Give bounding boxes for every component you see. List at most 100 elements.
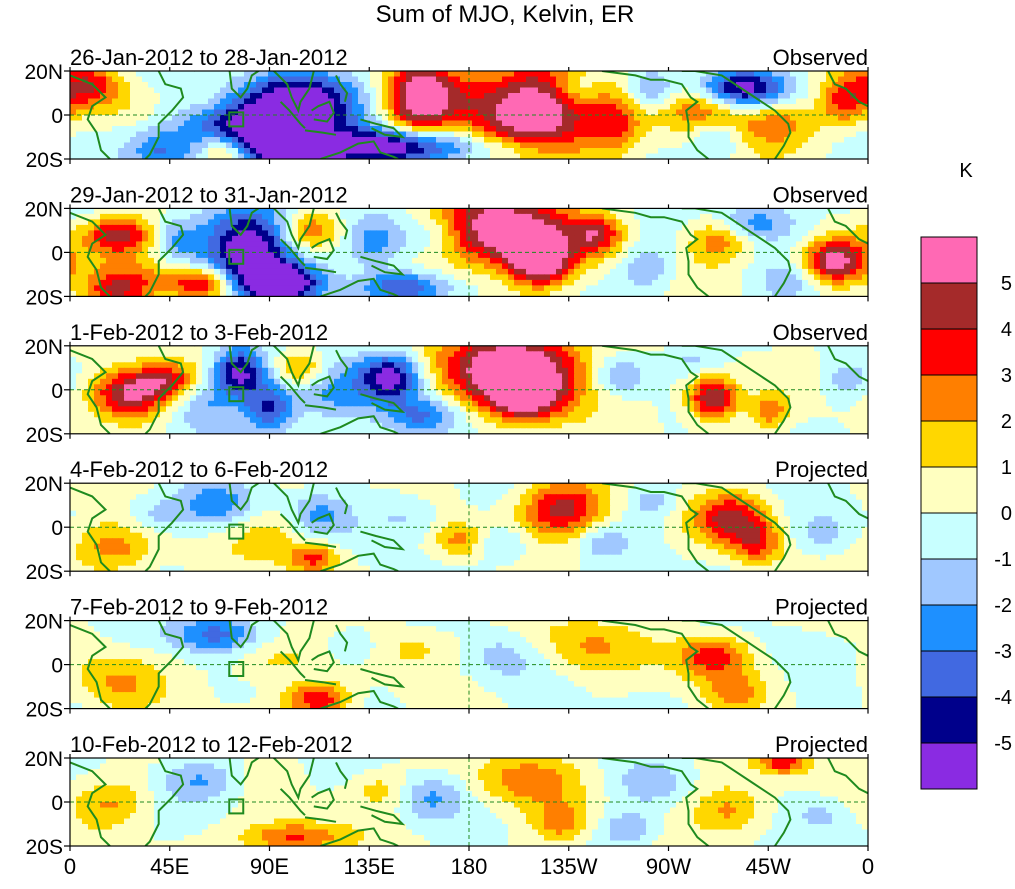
field-cell xyxy=(532,137,539,144)
field-cell xyxy=(88,148,95,155)
field-cell xyxy=(112,104,119,111)
field-cell xyxy=(250,219,257,226)
field-cell xyxy=(682,351,689,358)
field-cell xyxy=(670,76,677,83)
field-cell xyxy=(208,82,215,89)
field-cell xyxy=(280,126,287,133)
field-cell xyxy=(478,367,485,374)
field-cell xyxy=(598,274,605,281)
field-cell xyxy=(580,153,587,159)
field-cell xyxy=(460,131,467,138)
field-cell xyxy=(550,153,557,159)
field-cell xyxy=(340,230,347,237)
field-cell xyxy=(676,246,683,253)
field-cell xyxy=(562,153,569,159)
field-cell xyxy=(268,126,275,133)
field-cell xyxy=(688,246,695,253)
field-cell xyxy=(214,224,221,231)
field-cell xyxy=(208,219,215,226)
field-cell xyxy=(274,76,281,83)
field-cell xyxy=(526,263,533,270)
field-cell xyxy=(82,367,89,374)
field-cell xyxy=(280,208,287,215)
field-cell xyxy=(172,142,179,149)
field-cell xyxy=(274,148,281,155)
field-cell xyxy=(802,126,809,133)
field-cell xyxy=(94,120,101,127)
field-cell xyxy=(304,290,311,297)
field-cell xyxy=(166,367,173,374)
field-cell xyxy=(418,367,425,374)
field-cell xyxy=(664,263,671,270)
field-cell xyxy=(676,153,683,159)
field-cell xyxy=(268,104,275,111)
field-cell xyxy=(634,285,641,292)
field-cell xyxy=(640,246,647,253)
field-cell xyxy=(658,93,665,100)
field-cell xyxy=(160,345,167,352)
field-cell xyxy=(382,367,389,374)
field-cell xyxy=(502,131,509,138)
field-cell xyxy=(166,131,173,138)
field-cell xyxy=(76,290,83,297)
field-cell xyxy=(184,208,191,215)
field-cell xyxy=(544,252,551,259)
field-cell xyxy=(544,115,551,122)
field-cell xyxy=(298,208,305,215)
field-cell xyxy=(652,279,659,286)
field-cell xyxy=(490,345,497,352)
field-cell xyxy=(262,115,269,122)
field-cell xyxy=(400,137,407,144)
field-cell xyxy=(100,115,107,122)
field-cell xyxy=(490,224,497,231)
field-cell xyxy=(742,235,749,242)
field-cell xyxy=(154,87,161,94)
field-cell xyxy=(130,274,137,281)
field-cell xyxy=(682,285,689,292)
field-cell xyxy=(382,148,389,155)
field-cell xyxy=(502,87,509,94)
field-cell xyxy=(802,109,809,116)
field-cell xyxy=(232,279,239,286)
field-cell xyxy=(838,87,845,94)
field-cell xyxy=(796,126,803,133)
coastline xyxy=(144,71,185,159)
field-cell xyxy=(142,241,149,248)
field-cell xyxy=(112,213,119,220)
field-cell xyxy=(508,98,515,105)
field-cell xyxy=(700,230,707,237)
anomaly-field xyxy=(70,345,868,434)
field-cell xyxy=(496,153,503,159)
field-cell xyxy=(598,137,605,144)
field-cell xyxy=(226,126,233,133)
field-cell xyxy=(574,104,581,111)
field-cell xyxy=(484,120,491,127)
field-cell xyxy=(598,142,605,149)
field-cell xyxy=(766,115,773,122)
field-cell xyxy=(682,120,689,127)
field-cell xyxy=(454,268,461,275)
field-cell xyxy=(520,230,527,237)
field-cell xyxy=(850,290,857,297)
field-cell xyxy=(856,148,863,155)
field-cell xyxy=(568,345,575,352)
field-cell xyxy=(820,241,827,248)
field-cell xyxy=(358,76,365,83)
field-cell xyxy=(94,263,101,270)
field-cell xyxy=(766,87,773,94)
field-cell xyxy=(202,274,209,281)
field-cell xyxy=(460,257,467,264)
field-cell xyxy=(838,153,845,159)
field-cell xyxy=(280,131,287,138)
field-cell xyxy=(220,71,227,78)
field-cell xyxy=(574,241,581,248)
field-cell xyxy=(208,148,215,155)
field-cell xyxy=(388,126,395,133)
field-cell xyxy=(658,279,665,286)
field-cell xyxy=(604,87,611,94)
field-cell xyxy=(712,82,719,89)
field-cell xyxy=(442,71,449,78)
field-cell xyxy=(448,285,455,292)
field-cell xyxy=(520,263,527,270)
chart-title: Sum of MJO, Kelvin, ER xyxy=(376,1,635,28)
